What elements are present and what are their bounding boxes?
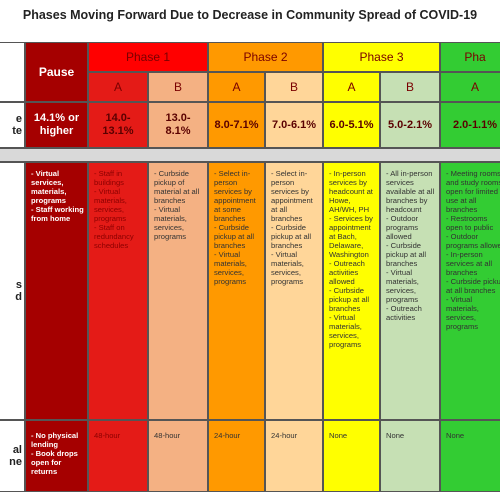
service-item: - Virtual materials, services, programs (94, 187, 127, 223)
sub-phase: B (265, 72, 323, 102)
service-item: - Virtual materials, services, programs (386, 268, 419, 304)
row-label-text: ne (9, 456, 22, 468)
sub-phase: A (88, 72, 148, 102)
gap-row (0, 148, 500, 162)
row-label-text: al (12, 444, 22, 456)
hold-item: None (446, 431, 465, 440)
sub-phase: B (148, 72, 208, 102)
service-item: - All in-person services available at al… (386, 169, 435, 214)
service-item: - Staff on redundancy schedules (94, 223, 134, 250)
phase-header: Phase 3 (323, 42, 440, 72)
service-item: - In-person services by headcount at How… (329, 169, 373, 214)
service-item: - Curbside pickup of material at all bra… (154, 169, 200, 205)
hold-item: 24-hour (214, 431, 241, 440)
sub-phase: A (208, 72, 265, 102)
service-item: - Select in-person services by appointme… (214, 169, 256, 223)
hold-item: 48-hour (94, 431, 121, 440)
row-label-text: te (12, 125, 22, 137)
hold-time: 24-hour (265, 420, 323, 492)
services: - Virtual services, materials, programs -… (25, 162, 88, 420)
service-item: - Services by appointment at Bach, Delaw… (329, 214, 373, 259)
row-label: al ne (0, 420, 25, 492)
title: Phases Moving Forward Due to Decrease in… (22, 8, 478, 22)
services: - All in-person services available at al… (380, 162, 440, 420)
hold-time: 24-hour (208, 420, 265, 492)
hold-item: 48-hour (154, 431, 181, 440)
service-item: - In-person services at all branches (446, 250, 493, 277)
rate: 5.0-2.1% (380, 102, 440, 148)
services: - Staff in buildings - Virtual materials,… (88, 162, 148, 420)
service-item: - Outdoor programs allowed (446, 232, 500, 250)
service-item: - Curbside pickup at all branches (386, 241, 427, 268)
hold-item: - No physical lending (31, 431, 79, 449)
service-item: - Select in-person services by appointme… (271, 169, 313, 223)
sub-phase: A (323, 72, 380, 102)
sub-phase: B (380, 72, 440, 102)
service-item: - Meeting rooms and study rooms open for… (446, 169, 500, 214)
rate: 14.0-13.1% (88, 102, 148, 148)
rate: 14.1% or higher (25, 102, 88, 148)
service-item: - Curbside pickup at all branches (271, 223, 312, 250)
row-label-text: e (15, 113, 22, 125)
row-label-text: d (15, 291, 22, 303)
service-item: - Virtual services, materials, programs (31, 169, 67, 205)
phase-header: Pause (25, 42, 88, 102)
services: - Meeting rooms and study rooms open for… (440, 162, 500, 420)
hold-time: None (323, 420, 380, 492)
hold-item: None (386, 431, 405, 440)
services: - In-person services by headcount at How… (323, 162, 380, 420)
services: - Select in-person services by appointme… (265, 162, 323, 420)
services: - Curbside pickup of material at all bra… (148, 162, 208, 420)
service-item: - Curbside pickup at all branches (329, 286, 370, 313)
rate: 13.0-8.1% (148, 102, 208, 148)
service-item: - Staff working from home (31, 205, 84, 223)
phase-header: Phase 1 (88, 42, 208, 72)
rate: 7.0-6.1% (265, 102, 323, 148)
service-item: - Outdoor programs allowed (386, 214, 419, 241)
row-label-cell (0, 42, 25, 102)
rate: 2.0-1.1% (440, 102, 500, 148)
hold-time: - No physical lending - Book drops open f… (25, 420, 88, 492)
service-item: - Staff in buildings (94, 169, 124, 187)
hold-item: - Book drops open for returns (31, 449, 78, 476)
service-item: - Virtual materials, services, programs (271, 250, 304, 286)
service-item: - Outreach activities (386, 304, 422, 322)
service-item: - Restrooms open to public (446, 214, 494, 232)
hold-time: None (440, 420, 500, 492)
hold-time: 48-hour (148, 420, 208, 492)
service-item: - Curbside pickup at all branches (214, 223, 255, 250)
rate: 8.0-7.1% (208, 102, 265, 148)
phase-header: Pha (440, 42, 500, 72)
sub-phase: A (440, 72, 500, 102)
service-item: - Curbside pickup at all branches (446, 277, 500, 295)
hold-time: 48-hour (88, 420, 148, 492)
phase-header: Phase 2 (208, 42, 323, 72)
row-label-text: s (15, 279, 22, 291)
service-item: - Virtual materials, services, programs (329, 313, 362, 349)
service-item: - Virtual materials, services, programs (214, 250, 247, 286)
service-item: - Virtual materials, services, programs (446, 295, 479, 331)
hold-item: None (329, 431, 348, 440)
hold-time: None (380, 420, 440, 492)
hold-item: 24-hour (271, 431, 298, 440)
service-item: - Outreach activities allowed (329, 259, 365, 286)
rate: 6.0-5.1% (323, 102, 380, 148)
services: - Select in-person services by appointme… (208, 162, 265, 420)
row-label: e te (0, 102, 25, 148)
service-item: - Virtual materials, services, programs (154, 205, 187, 241)
